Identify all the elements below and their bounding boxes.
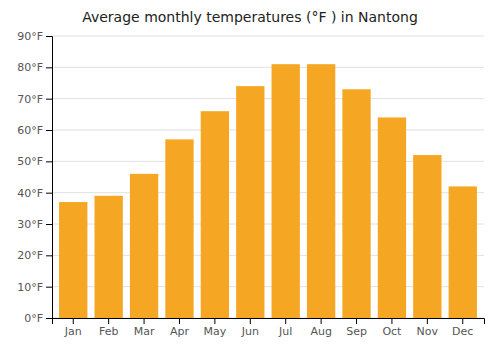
y-tick-label: 50°F <box>17 155 43 168</box>
bar <box>130 174 158 318</box>
x-tick-label: Oct <box>382 325 402 338</box>
x-tick-mark <box>144 318 145 324</box>
y-tick-mark <box>46 224 52 225</box>
x-axis: Jan Feb Mar Apr May Jun Jul Aug Sep Oct Nov Dec <box>53 318 485 338</box>
x-tick-label: Mar <box>134 325 155 338</box>
bar <box>236 86 264 318</box>
x-tick: Nov <box>417 318 439 338</box>
x-tick-mark <box>391 318 392 324</box>
y-tick-label: 60°F <box>17 124 43 137</box>
y-tick: 10°F <box>17 281 52 294</box>
grid-line <box>52 130 484 131</box>
y-axis: 0°F 10°F 20°F 30°F 40°F 50°F 60°F 70°F 80°F 90°F <box>17 30 52 325</box>
x-tick-mark <box>250 318 251 324</box>
y-tick: 50°F <box>17 155 52 168</box>
y-tick-label: 30°F <box>17 218 43 231</box>
bar <box>413 155 441 318</box>
y-tick: 30°F <box>17 218 52 231</box>
y-tick-mark <box>46 193 52 194</box>
grid <box>52 36 484 318</box>
chart-title: Average monthly temperatures (°F ) in Na… <box>82 9 418 25</box>
bar <box>59 202 87 318</box>
x-tick-mark <box>285 318 286 324</box>
x-tick: Jan <box>64 318 82 338</box>
y-tick-label: 20°F <box>17 249 43 262</box>
x-axis-line <box>53 319 485 325</box>
y-tick-mark <box>46 130 52 131</box>
plot-area: 0°F 10°F 20°F 30°F 40°F 50°F 60°F 70°F 80°F 90°F J… <box>17 30 484 338</box>
y-axis-line <box>46 37 53 319</box>
x-tick-mark <box>108 318 109 324</box>
x-tick-mark <box>73 318 74 324</box>
y-tick: 20°F <box>17 249 52 262</box>
x-tick-label: Feb <box>99 325 118 338</box>
x-tick: Sep <box>346 318 367 338</box>
x-tick-mark <box>179 318 180 324</box>
grid-line <box>52 67 484 68</box>
y-tick-label: 90°F <box>17 30 43 43</box>
y-tick: 40°F <box>17 187 52 200</box>
y-tick-mark <box>46 36 52 37</box>
x-tick-label: Dec <box>452 325 473 338</box>
bar <box>342 89 370 318</box>
x-tick-mark <box>214 318 215 324</box>
x-tick: Apr <box>170 318 190 338</box>
bar <box>165 139 193 318</box>
y-tick: 80°F <box>17 61 52 74</box>
x-tick: Jun <box>241 318 259 338</box>
grid-line <box>52 98 484 99</box>
x-tick-label: Nov <box>417 325 439 338</box>
x-tick-mark <box>356 318 357 324</box>
x-tick-label: Sep <box>346 325 367 338</box>
y-tick-mark <box>46 287 52 288</box>
bars <box>59 64 477 318</box>
x-tick-label: Jul <box>278 325 292 338</box>
x-tick: Aug <box>310 318 331 338</box>
bar <box>449 186 477 318</box>
x-tick-label: Jan <box>64 325 82 338</box>
y-tick-label: 40°F <box>17 187 43 200</box>
x-tick: May <box>204 318 227 338</box>
x-tick-label: Apr <box>170 325 190 338</box>
y-tick: 0°F <box>24 312 52 325</box>
y-tick-mark <box>46 255 52 256</box>
x-tick-label: Jun <box>241 325 259 338</box>
bar <box>94 196 122 318</box>
y-tick-label: 0°F <box>24 312 43 325</box>
x-tick: Feb <box>99 318 118 338</box>
chart-container: Average monthly temperatures (°F ) in Na… <box>0 0 500 350</box>
x-tick-mark <box>427 318 428 324</box>
y-tick-label: 10°F <box>17 281 43 294</box>
bar <box>201 111 229 318</box>
x-tick: Jul <box>278 318 292 338</box>
bar <box>378 117 406 318</box>
y-tick-mark <box>46 67 52 68</box>
grid-line <box>52 36 484 37</box>
bar <box>307 64 335 318</box>
y-tick-label: 80°F <box>17 61 43 74</box>
y-tick-mark <box>46 161 52 162</box>
x-tick-mark <box>462 318 463 324</box>
y-tick: 60°F <box>17 124 52 137</box>
y-tick-mark <box>46 99 52 100</box>
x-tick-mark <box>321 318 322 324</box>
y-tick-label: 70°F <box>17 93 43 106</box>
x-tick: Dec <box>452 318 473 338</box>
y-tick-mark <box>46 318 52 319</box>
chart-svg: Average monthly temperatures (°F ) in Na… <box>0 0 500 350</box>
x-tick: Mar <box>134 318 155 338</box>
x-tick-label: May <box>204 325 227 338</box>
y-tick: 70°F <box>17 93 52 106</box>
x-tick: Oct <box>382 318 402 338</box>
bar <box>272 64 300 318</box>
y-tick: 90°F <box>17 30 52 43</box>
x-tick-label: Aug <box>310 325 331 338</box>
